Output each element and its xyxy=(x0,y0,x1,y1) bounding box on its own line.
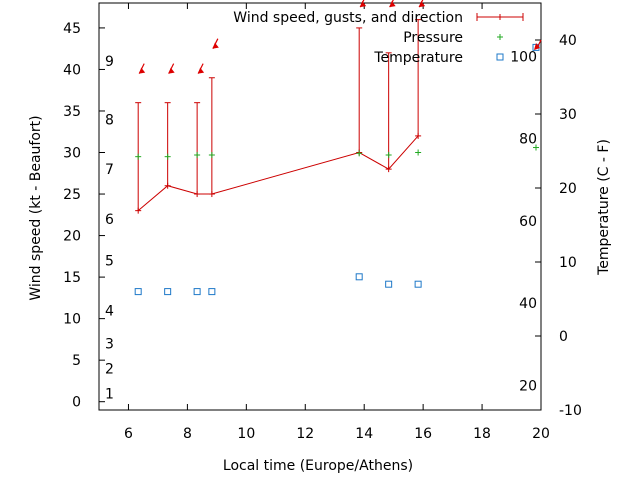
y-left-tick-label: 30 xyxy=(63,146,81,162)
y-left-tick-label: 10 xyxy=(63,312,81,328)
wind-arrow-head xyxy=(360,1,367,8)
wind-arrow-head xyxy=(389,1,396,8)
beaufort-label: 3 xyxy=(105,337,114,353)
x-tick-label: 14 xyxy=(355,426,373,442)
beaufort-label: 2 xyxy=(105,361,114,377)
temperature-point xyxy=(208,288,216,296)
temperature-point xyxy=(134,288,142,296)
y-axis-left-label: Wind speed (kt - Beaufort) xyxy=(28,115,44,300)
wind-series xyxy=(135,19,422,214)
x-tick-label: 12 xyxy=(296,426,314,442)
beaufort-label: 7 xyxy=(105,162,114,178)
plot-frame xyxy=(98,2,542,411)
y-right-tick-label: 20 xyxy=(559,181,577,197)
plot-border xyxy=(98,2,542,411)
beaufort-label: 8 xyxy=(105,112,114,128)
temperature-point xyxy=(385,280,393,288)
y-axis-left: 0 5 10 15 20 25 30 35 40 45 xyxy=(63,21,105,411)
wind-arrow-head xyxy=(212,42,219,49)
x-tick-label: 20 xyxy=(532,426,550,442)
y-left-tick-label: 40 xyxy=(63,62,81,78)
fahrenheit-label: 40 xyxy=(519,296,537,312)
legend-symbol-temperature xyxy=(496,53,504,61)
legend-label-temperature: Temperature xyxy=(373,50,463,66)
y-left-tick-label: 0 xyxy=(72,395,81,411)
y-left-tick-label: 5 xyxy=(72,353,81,369)
y-right-tick-label: 40 xyxy=(559,33,577,49)
legend-label-wind: Wind speed, gusts, and direction xyxy=(233,10,463,26)
temperature-series xyxy=(134,43,540,296)
temperature-point xyxy=(414,280,422,288)
fahrenheit-label: 20 xyxy=(519,378,537,394)
x-axis: 6 8 10 12 14 16 18 20 xyxy=(124,3,550,442)
x-tick-label: 8 xyxy=(183,426,192,442)
beaufort-label: 5 xyxy=(105,253,114,269)
x-axis-label: Local time (Europe/Athens) xyxy=(223,458,413,474)
legend-symbols xyxy=(476,13,524,61)
y-right-tick-label: -10 xyxy=(559,403,582,419)
x-tick-label: 18 xyxy=(473,426,491,442)
wind-direction-arrows xyxy=(138,0,542,74)
beaufort-label: 4 xyxy=(105,303,114,319)
x-tick-label: 6 xyxy=(124,426,133,442)
fahrenheit-label: 100 xyxy=(510,49,537,65)
beaufort-label: 1 xyxy=(105,386,114,402)
temperature-point xyxy=(193,288,201,296)
pressure-series xyxy=(135,144,539,160)
x-tick-label: 16 xyxy=(414,426,432,442)
beaufort-labels: 1 2 3 4 5 6 7 8 9 xyxy=(105,54,114,402)
x-tick-label: 10 xyxy=(237,426,255,442)
beaufort-label: 9 xyxy=(105,54,114,70)
y-left-tick-label: 25 xyxy=(63,187,81,203)
fahrenheit-label: 80 xyxy=(519,132,537,148)
y-axis-right: -10 0 10 20 30 40 xyxy=(535,33,582,419)
wind-arrow-head xyxy=(419,1,426,8)
y-left-tick-label: 45 xyxy=(63,21,81,37)
legend-label-pressure: Pressure xyxy=(403,30,463,46)
wind-arrow-head xyxy=(168,67,175,74)
wind-speed-line xyxy=(137,135,419,212)
y-right-tick-label: 30 xyxy=(559,107,577,123)
fahrenheit-label: 60 xyxy=(519,214,537,230)
temperature-point xyxy=(355,273,363,281)
wind-arrow-head xyxy=(198,67,205,74)
legend: Wind speed, gusts, and direction Pressur… xyxy=(233,10,524,66)
y-left-tick-label: 35 xyxy=(63,104,81,120)
wind-arrow-head xyxy=(534,43,540,50)
wind-arrow-head xyxy=(139,67,146,74)
beaufort-label: 6 xyxy=(105,212,114,228)
y-right-tick-label: 0 xyxy=(559,329,568,345)
fahrenheit-labels: 20 40 60 80 100 xyxy=(510,49,537,394)
y-axis-right-label: Temperature (C - F) xyxy=(596,139,612,276)
y-left-tick-label: 20 xyxy=(63,229,81,245)
y-right-tick-label: 10 xyxy=(559,255,577,271)
y-left-tick-label: 15 xyxy=(63,270,81,286)
temperature-point xyxy=(164,288,172,296)
